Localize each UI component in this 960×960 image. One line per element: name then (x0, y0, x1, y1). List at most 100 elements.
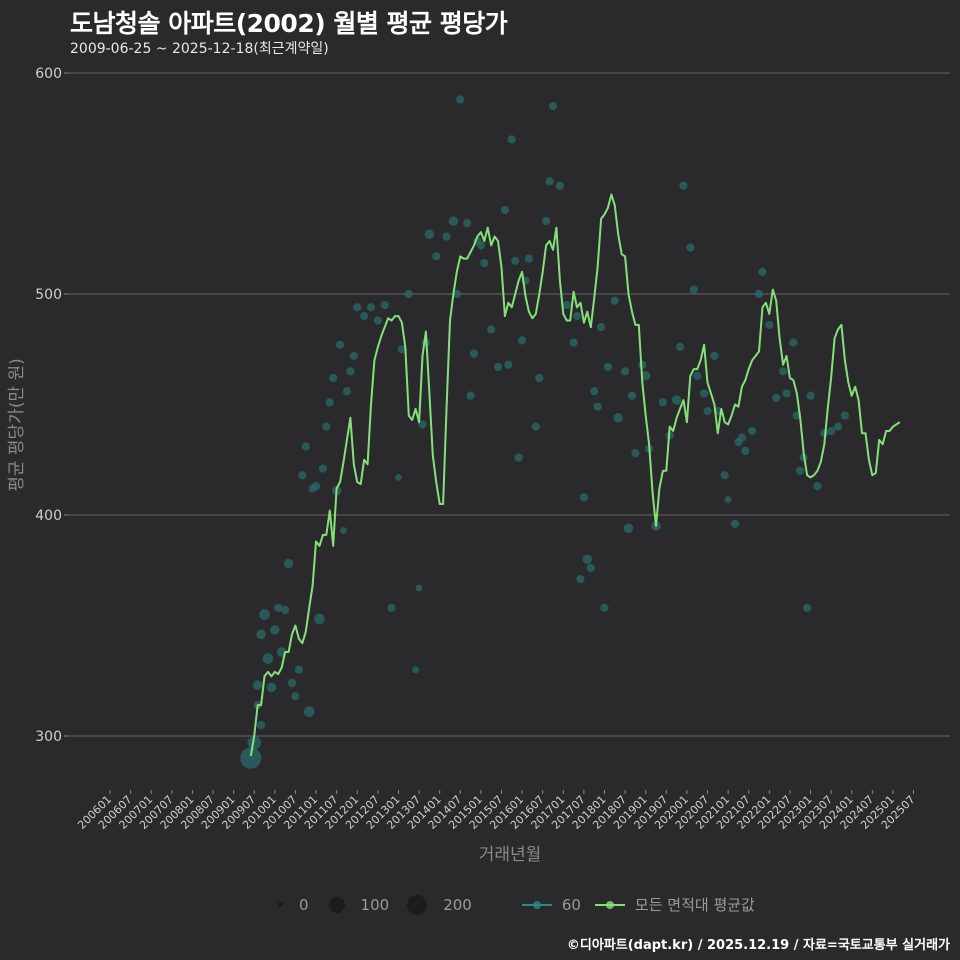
scatter-point (291, 692, 300, 701)
legend-series-label: 모든 면적대 평균값 (634, 896, 755, 914)
footer-credit: ©디아파트(dapt.kr) / 2025.12.19 / 자료=국토교통부 실… (566, 938, 950, 953)
scatter-point (283, 558, 294, 569)
scatter-point (620, 367, 630, 376)
scatter-point (730, 519, 740, 528)
scatter-point (802, 603, 812, 612)
scatter-point (301, 442, 310, 451)
scatter-point (346, 367, 355, 376)
scatter-point (511, 256, 520, 265)
y-axis-ticks: 300 400 500 600 (35, 66, 68, 745)
scatter-point (748, 426, 757, 436)
scatter-point (287, 678, 297, 688)
scatter-point (796, 466, 805, 475)
scatter-point (586, 563, 595, 573)
scatter-point (397, 345, 406, 354)
scatter-point (631, 449, 640, 458)
scatter-point (415, 584, 423, 592)
scatter-point (741, 446, 750, 456)
scatter-point (270, 625, 280, 635)
scatter-point (303, 706, 315, 717)
scatter-point (671, 395, 682, 405)
scatter-point (782, 389, 791, 398)
average-line (249, 193, 901, 757)
scatter-point (256, 720, 266, 730)
legend-size-label: 200 (443, 895, 472, 914)
scatter-point (531, 422, 540, 431)
scatter-point (318, 464, 328, 473)
y-tick-label: 300 (35, 729, 62, 745)
size-dot-icon-medium (328, 896, 345, 913)
legend-size-100: 100 (323, 895, 390, 914)
scatter-point (366, 303, 376, 312)
scatter-point (335, 340, 345, 349)
scatter-point (469, 349, 479, 358)
scatter-point (504, 360, 513, 369)
scatter-point (452, 289, 461, 299)
scatter-point (623, 523, 634, 534)
scatter-point (789, 338, 798, 347)
scatter-point (360, 311, 369, 321)
scatter-point (387, 603, 396, 612)
scatter-point (353, 303, 362, 312)
legend-series-all: 모든 면적대 평균값 (594, 894, 755, 915)
scatter-point (576, 574, 585, 584)
scatter-point (590, 387, 599, 396)
x-axis-ticks: 2006012006072007012007072008012008072009… (75, 790, 918, 832)
scatter-point (640, 371, 651, 381)
scatter-point (686, 243, 695, 252)
scatter-point (517, 336, 527, 345)
scatter-point (765, 320, 774, 330)
legend-size-200: 200 (403, 894, 472, 915)
green-line-marker-icon (594, 900, 625, 909)
scatter-point (699, 389, 709, 398)
scatter-point (247, 735, 261, 750)
scatter-point (555, 181, 564, 190)
scatter-point (545, 177, 554, 186)
scatter-point (596, 323, 606, 332)
scatter-point (259, 609, 270, 620)
legend-size-label: 100 (360, 895, 390, 914)
scatter-point (507, 135, 516, 144)
scatter-point (542, 216, 551, 226)
scatter-point (569, 338, 578, 347)
scatter-point (610, 296, 619, 305)
scatter-point (322, 422, 331, 431)
scatter-point (813, 482, 822, 491)
scatter-point (432, 252, 441, 261)
legend: 0 100 200 60 모든 면적대 평균값 (278, 894, 769, 915)
scatter-point (658, 398, 667, 407)
scatter-point (582, 554, 593, 564)
scatter-point (418, 420, 427, 429)
scatter-point (548, 102, 558, 111)
scatter-point (342, 387, 352, 396)
legend-size-0: 0 (278, 896, 309, 914)
scatter-point (514, 453, 523, 462)
scatter-point (703, 407, 712, 416)
legend-size-label: 0 (299, 895, 309, 914)
scatter-point (424, 229, 435, 240)
scatter-point (442, 232, 451, 241)
teal-line-marker-icon (521, 900, 552, 909)
scatter-point (493, 362, 503, 372)
scatter-points-60 (240, 95, 849, 769)
scatter-point (737, 433, 746, 442)
scatter-point (627, 391, 637, 400)
scatter-point (710, 351, 719, 360)
scatter-point (840, 411, 849, 420)
scatter-point (412, 666, 419, 674)
scatter-point (535, 373, 544, 383)
scatter-point (395, 474, 402, 481)
scatter-point (480, 258, 489, 268)
y-axis-label: 평균 평당가(만 원) (7, 358, 27, 492)
chart-subtitle: 2009-06-25 ~ 2025-12-18(최근계약일) (70, 41, 329, 57)
scatter-point (463, 219, 472, 228)
scatter-point (256, 629, 266, 640)
scatter-point (448, 216, 459, 226)
scatter-point (827, 426, 836, 436)
scatter-point (294, 665, 303, 674)
scatter-point (600, 603, 609, 612)
scatter-point (758, 267, 767, 277)
scatter-point (572, 311, 582, 321)
size-dot-icon-small (278, 902, 283, 907)
scatter-point (806, 391, 815, 400)
